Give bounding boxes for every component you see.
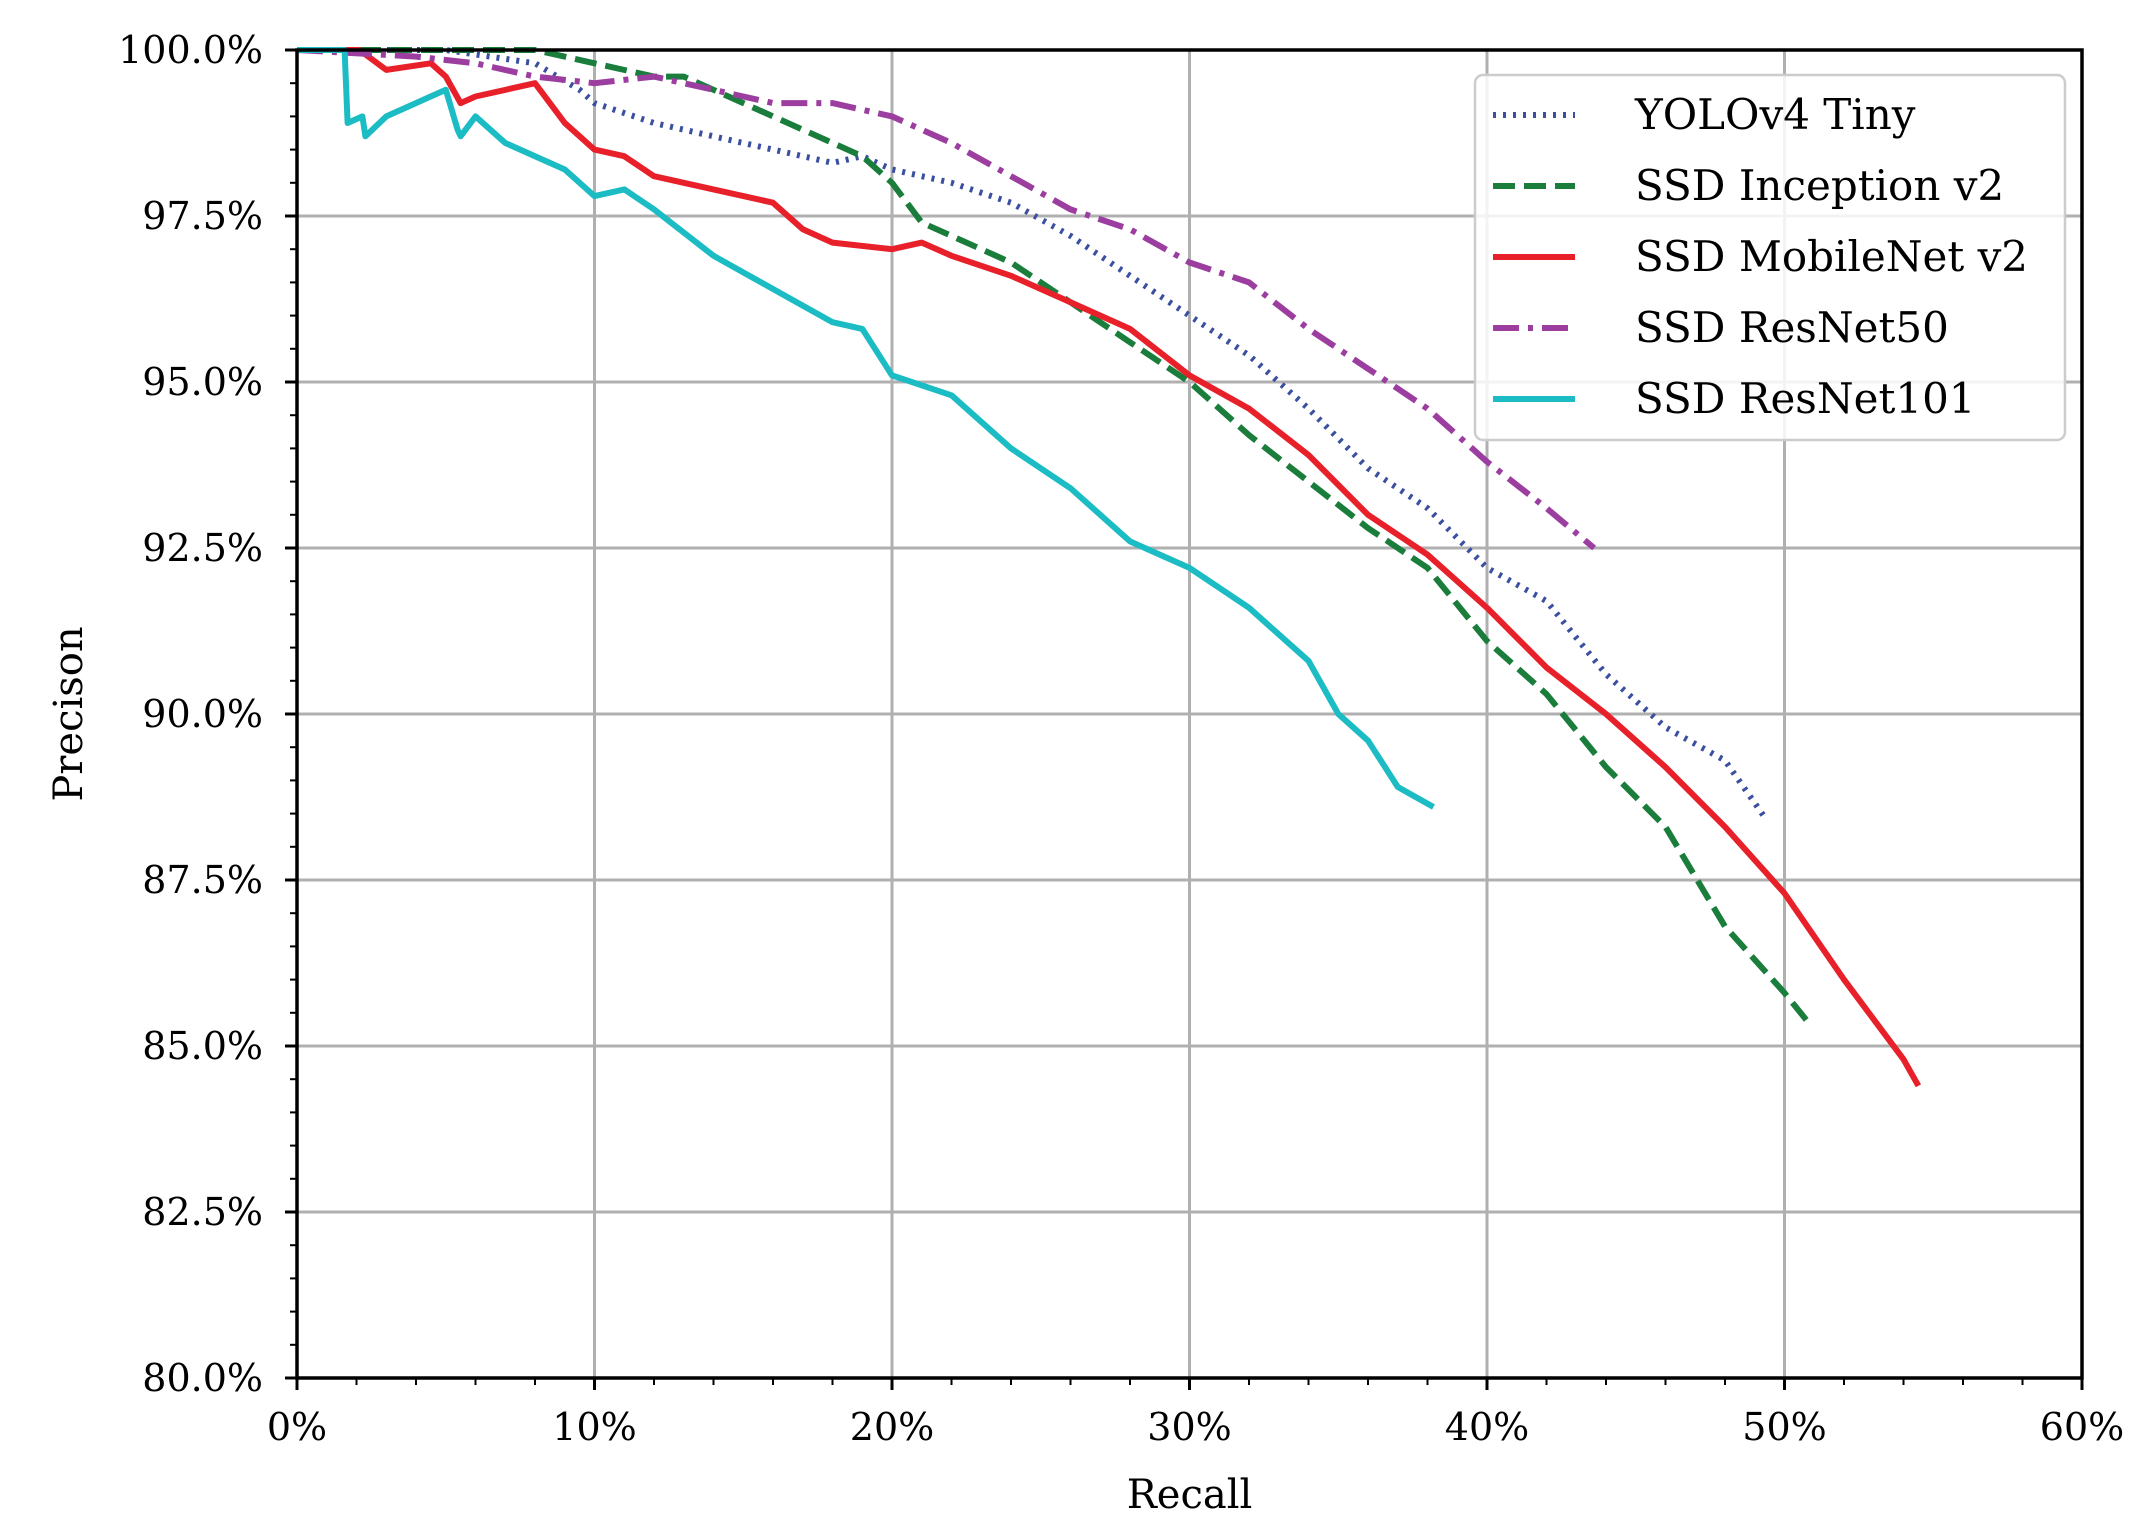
axis-tick-labels: 0% 10% 20% 30% 40% 50% 60% 80.0% 82.5% 85.0% 87.5%… [118, 28, 2124, 1449]
legend-label: SSD Inception v2 [1635, 161, 2004, 210]
x-tick-label: 40% [1445, 1405, 1529, 1449]
y-tick-label: 80.0% [142, 1356, 263, 1400]
y-tick-label: 90.0% [142, 692, 263, 736]
y-tick-label: 100.0% [118, 28, 263, 72]
legend-label: SSD MobileNet v2 [1635, 232, 2028, 281]
axis-ticks [285, 48, 2084, 1390]
y-tick-label: 97.5% [142, 194, 263, 238]
x-tick-label: 10% [552, 1405, 636, 1449]
y-tick-label: 82.5% [142, 1190, 263, 1234]
x-tick-label: 0% [267, 1405, 327, 1449]
legend-label: SSD ResNet101 [1635, 374, 1976, 423]
series-line-ssd-resnet50 [296, 47, 1597, 551]
legend-label: SSD ResNet50 [1635, 303, 1949, 352]
x-tick-label: 50% [1742, 1405, 1826, 1449]
x-tick-label: 30% [1147, 1405, 1231, 1449]
y-tick-label: 87.5% [142, 858, 263, 902]
series-line-yolov4-tiny [297, 47, 1770, 822]
series-line-ssd-resnet101 [297, 47, 1435, 810]
y-tick-label: 95.0% [142, 360, 263, 404]
data-series [296, 47, 1922, 1088]
series-line-ssd-mobilenet-v2 [297, 47, 1922, 1088]
x-axis-title: Recall [1127, 1472, 1253, 1518]
y-axis-title: Precison [46, 626, 92, 801]
legend-label: YOLOv4 Tiny [1634, 90, 1916, 139]
legend-box [1473, 73, 2067, 442]
y-tick-label: 92.5% [142, 526, 263, 570]
legend: YOLOv4 Tiny SSD Inception v2 SSD MobileNet… [1473, 73, 2067, 442]
x-tick-label: 20% [850, 1405, 934, 1449]
y-tick-label: 85.0% [142, 1024, 263, 1068]
x-tick-label: 60% [2040, 1405, 2124, 1449]
